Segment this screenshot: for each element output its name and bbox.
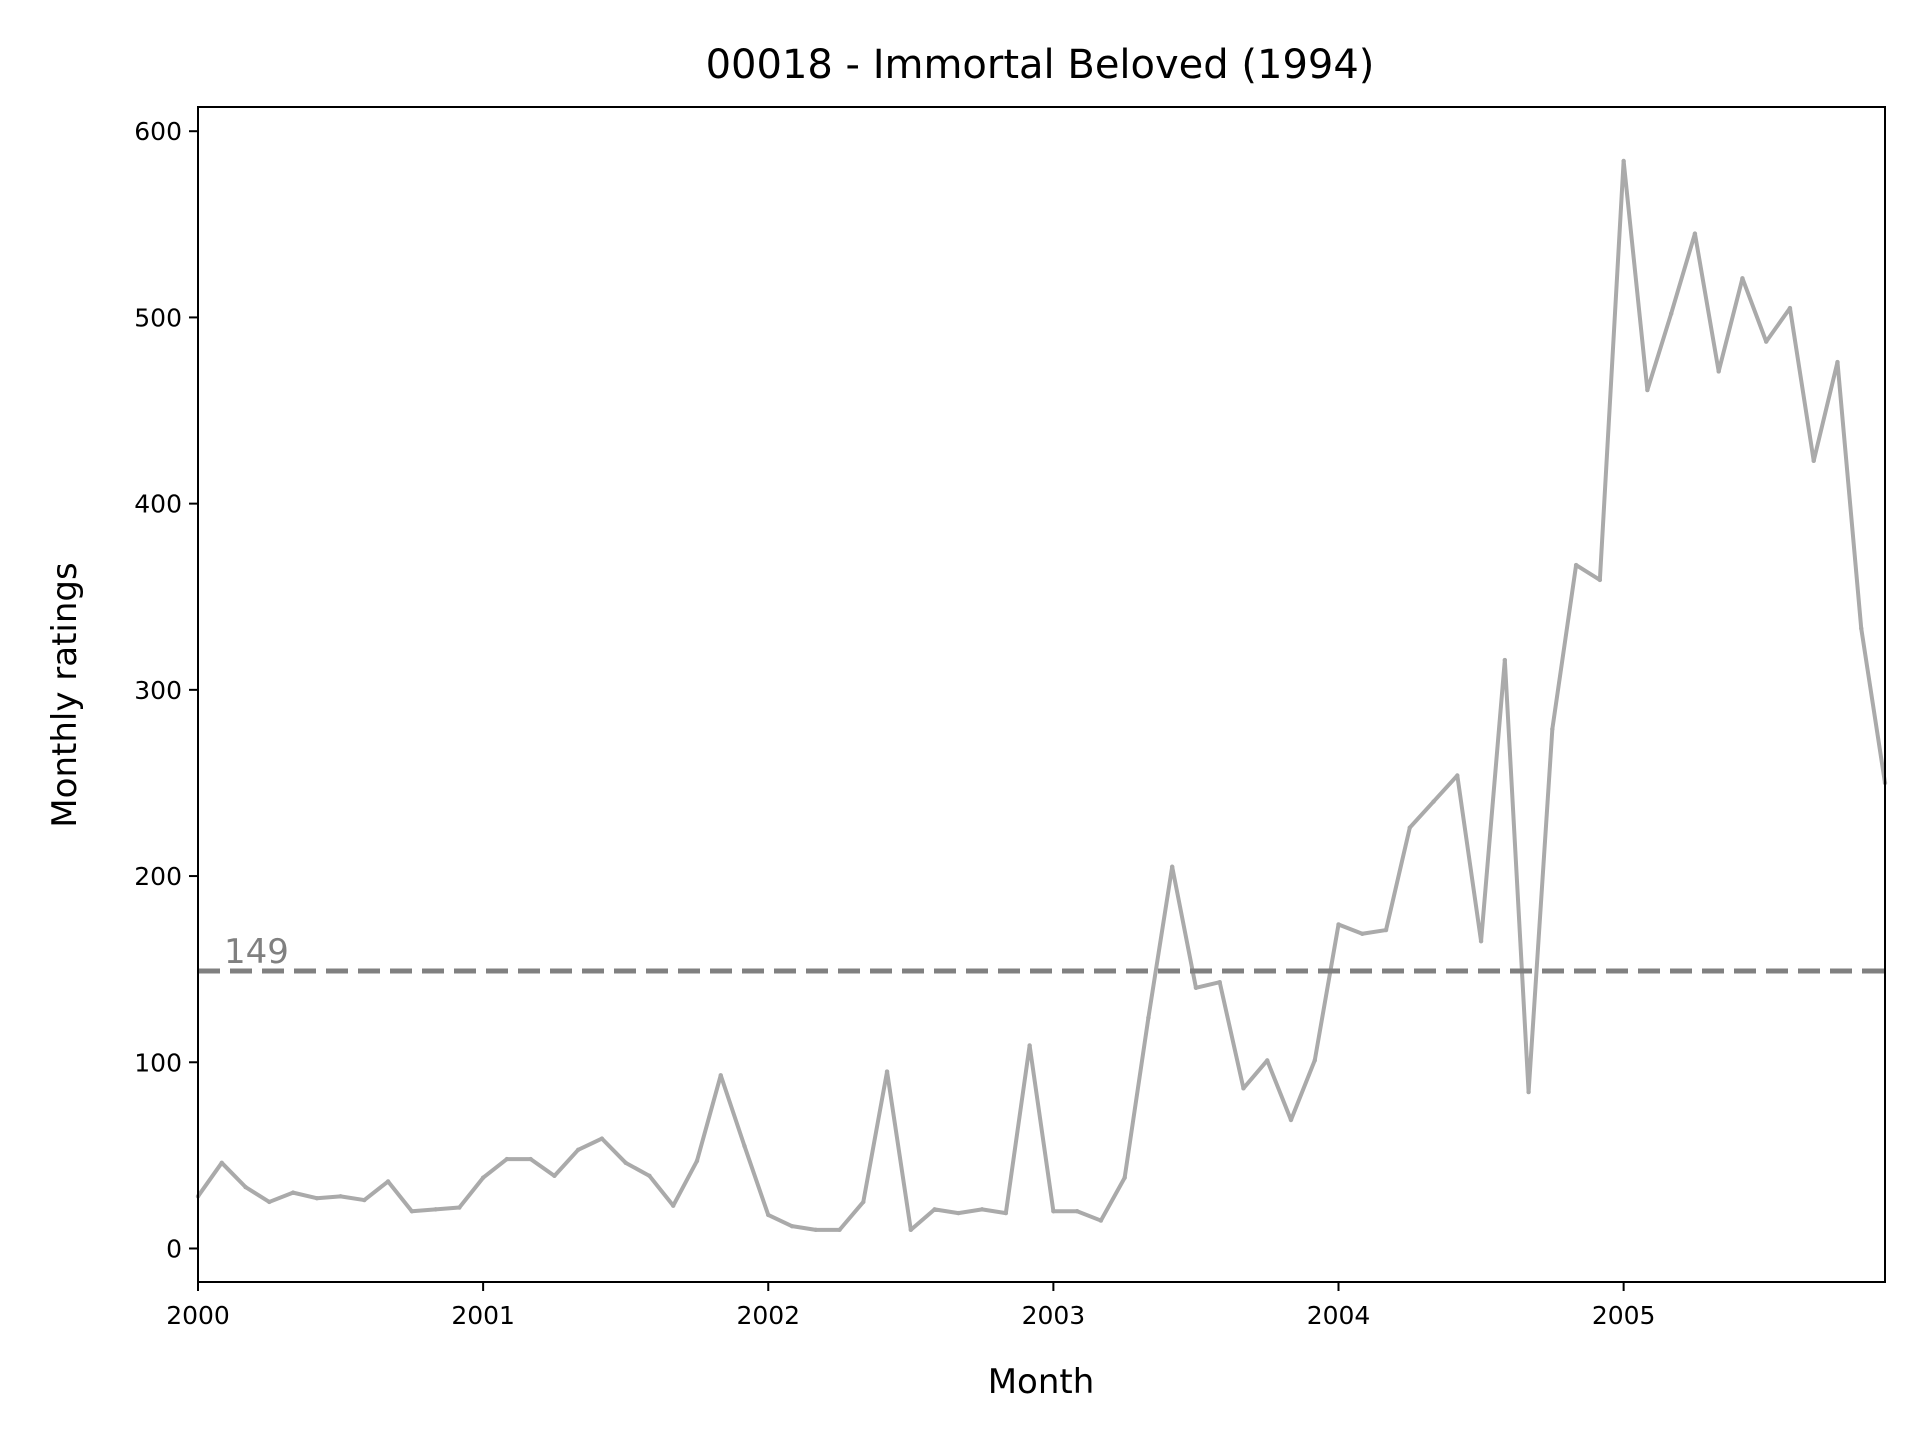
data-point — [338, 1194, 343, 1199]
x-tick-label: 2003 — [1022, 1301, 1086, 1330]
data-point — [1740, 276, 1745, 281]
data-point — [1597, 577, 1603, 583]
data-point — [433, 1207, 438, 1212]
y-tick-label: 0 — [166, 1234, 182, 1263]
data-point — [647, 1173, 652, 1179]
y-tick-label: 100 — [134, 1048, 182, 1077]
data-point — [1360, 931, 1365, 936]
data-point — [599, 1136, 605, 1141]
data-point — [362, 1197, 367, 1203]
y-tick-label: 600 — [134, 117, 182, 146]
data-point — [1265, 1058, 1270, 1063]
data-point — [1217, 980, 1222, 985]
data-point — [1573, 562, 1579, 568]
data-point — [1787, 305, 1793, 311]
data-point — [1336, 922, 1341, 927]
data-point — [1692, 231, 1698, 236]
y-tick-label: 200 — [134, 862, 182, 891]
data-point — [1478, 939, 1484, 944]
data-point — [1027, 1043, 1032, 1048]
data-point — [1122, 1175, 1127, 1180]
data-point — [314, 1196, 319, 1201]
data-point — [552, 1173, 557, 1179]
data-point — [504, 1156, 510, 1162]
data-point — [1668, 311, 1674, 316]
data-point — [290, 1190, 296, 1195]
data-point — [1502, 657, 1508, 663]
data-point — [932, 1207, 937, 1212]
data-point — [1312, 1058, 1317, 1063]
data-point — [742, 1143, 747, 1149]
reference-line-label: 149 — [224, 932, 289, 972]
data-point — [956, 1210, 961, 1216]
data-point — [1407, 825, 1412, 830]
data-point — [789, 1223, 795, 1229]
data-point — [457, 1205, 462, 1210]
y-tick-label: 400 — [134, 490, 182, 519]
data-point — [385, 1179, 391, 1184]
data-point — [1241, 1086, 1246, 1091]
data-point — [1835, 359, 1840, 365]
data-point — [1003, 1210, 1009, 1216]
y-axis: 0 100 200 300 400 500 600 — [134, 117, 198, 1263]
data-point — [1859, 626, 1864, 631]
data-point — [1051, 1209, 1056, 1214]
data-point — [1169, 864, 1175, 869]
data-point — [813, 1227, 818, 1233]
data-point — [1550, 726, 1555, 732]
data-point — [1431, 799, 1436, 804]
data-point — [1383, 927, 1389, 933]
data-point — [1193, 985, 1199, 990]
data-point — [979, 1207, 985, 1212]
y-tick-label: 500 — [134, 303, 182, 332]
plot-frame — [197, 106, 1886, 1283]
data-point — [1716, 369, 1721, 374]
data-point — [409, 1209, 415, 1214]
x-axis: 2000 2001 2002 2003 2004 2005 — [166, 1282, 1655, 1330]
data-point — [528, 1156, 533, 1162]
data-point — [1811, 458, 1816, 463]
x-axis-title: Month — [988, 1362, 1095, 1402]
data-point — [1621, 158, 1626, 164]
data-point — [1146, 1015, 1151, 1020]
data-point — [694, 1158, 700, 1164]
x-tick-label: 2002 — [736, 1301, 800, 1330]
data-point — [718, 1073, 723, 1078]
data-point — [861, 1199, 866, 1205]
plot-area: 149 — [195, 158, 1888, 1233]
x-tick-label: 2004 — [1307, 1301, 1371, 1330]
data-point — [1074, 1209, 1080, 1214]
y-axis-title: Monthly ratings — [45, 562, 85, 827]
series-line — [196, 159, 1887, 1232]
x-tick-label: 2005 — [1592, 1301, 1656, 1330]
chart-title: 00018 - Immortal Beloved (1994) — [706, 42, 1375, 88]
data-point — [671, 1203, 676, 1208]
data-point — [884, 1069, 890, 1074]
data-point — [1526, 1089, 1531, 1095]
data-point — [480, 1175, 486, 1180]
data-point — [1645, 387, 1650, 393]
data-point — [1764, 339, 1769, 344]
data-point — [267, 1199, 272, 1205]
data-point — [766, 1212, 771, 1218]
x-tick-label: 2000 — [166, 1301, 230, 1330]
data-point — [1455, 773, 1460, 778]
data-point — [1288, 1117, 1294, 1123]
data-point — [623, 1160, 628, 1166]
data-point — [908, 1227, 914, 1233]
data-point — [575, 1147, 581, 1152]
data-point — [219, 1160, 224, 1166]
y-tick-label: 300 — [134, 676, 182, 705]
data-point — [1098, 1218, 1104, 1223]
x-tick-label: 2001 — [451, 1301, 515, 1330]
data-point — [243, 1184, 248, 1190]
data-point — [837, 1227, 842, 1233]
